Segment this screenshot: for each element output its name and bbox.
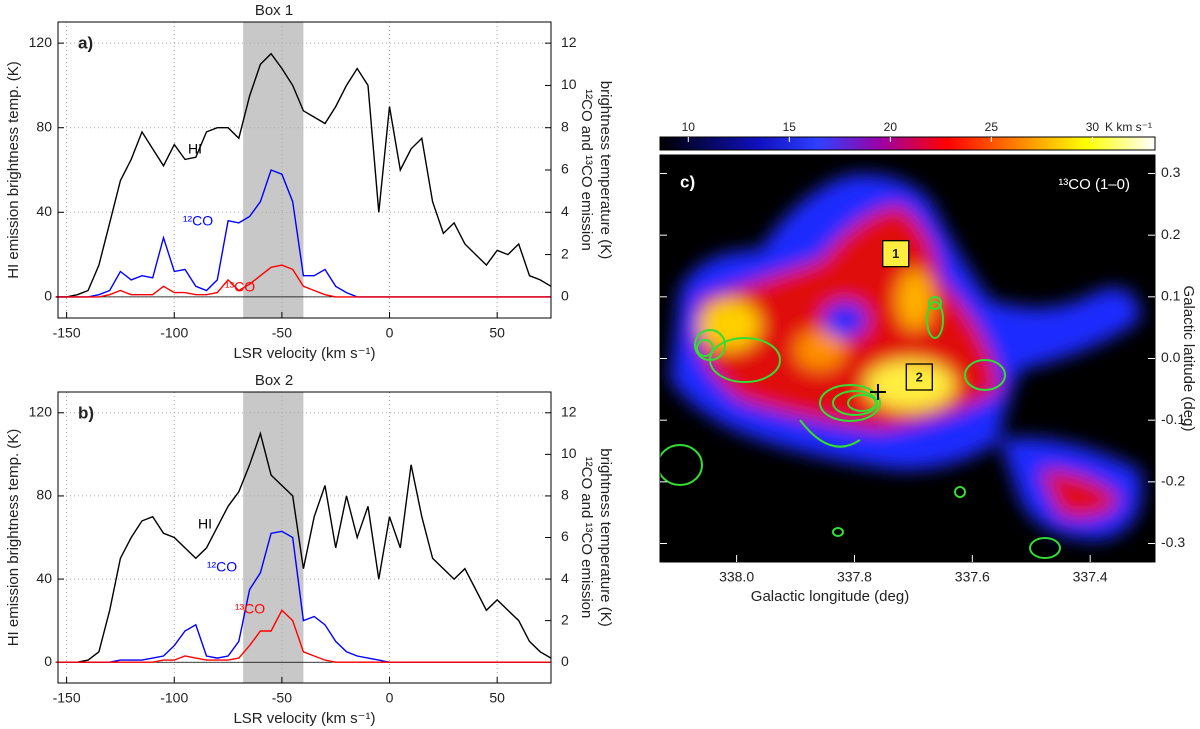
y-tick-label: 120 (29, 34, 53, 50)
y2-tick-label: 10 (561, 445, 577, 461)
panel-label: b) (78, 403, 94, 422)
box-marker-label: 2 (916, 369, 923, 384)
plot-frame (57, 391, 552, 684)
y-tick-label: -0.2 (1161, 473, 1185, 489)
shaded-range (243, 22, 304, 318)
x-axis-label: LSR velocity (km s⁻¹) (233, 345, 375, 362)
colorbar-tick-label: 20 (884, 120, 898, 134)
y2-tick-label: 4 (561, 570, 569, 586)
box-marker-label: 1 (892, 246, 899, 261)
colorbar-label: K km s⁻¹ (1105, 120, 1152, 134)
y-tick-label: -0.1 (1161, 411, 1185, 427)
map-title: ¹³CO (1–0) (1058, 176, 1130, 193)
x-axis-label: LSR velocity (km s⁻¹) (233, 710, 375, 727)
y-tick-label: 0 (44, 288, 52, 304)
shaded-range (243, 392, 304, 683)
y-tick-label: 0.2 (1161, 226, 1181, 242)
series-label: ¹³CO (235, 601, 265, 617)
y2-axis-label: ¹²CO and ¹³CO emission (578, 457, 595, 619)
y2-tick-label: 0 (561, 288, 569, 304)
y2-tick-label: 8 (561, 118, 569, 134)
x-tick-label: -150 (53, 690, 81, 706)
y-tick-label: 0.0 (1161, 349, 1181, 365)
colorbar-tick-label: 30 (1086, 120, 1100, 134)
y2-tick-label: 2 (561, 611, 569, 627)
x-tick-label: 0 (386, 690, 394, 706)
x-tick-label: 337.8 (837, 569, 872, 585)
x-tick-label: -50 (272, 690, 292, 706)
colorbar-tick-label: 25 (985, 120, 999, 134)
series-label: HI (188, 141, 202, 157)
box-marker (905, 363, 933, 391)
x-tick-label: 0 (386, 325, 394, 341)
colorbar (659, 136, 1156, 151)
x-tick-label: 338.0 (719, 569, 754, 585)
y-tick-label: 80 (36, 487, 52, 503)
panel-label: a) (78, 33, 93, 52)
y-tick-label: 120 (29, 403, 53, 419)
y2-tick-label: 0 (561, 653, 569, 669)
y2-tick-label: 2 (561, 245, 569, 261)
y2-axis-label: brightness temperature (K) (597, 81, 614, 259)
x-tick-label: 50 (489, 690, 505, 706)
y2-axis-label: ¹²CO and ¹³CO emission (578, 89, 595, 251)
y-axis-label: Galactic latitude (deg) (1180, 286, 1197, 432)
y-tick-label: -0.3 (1161, 534, 1185, 550)
series-line (55, 431, 552, 663)
y2-tick-label: 6 (561, 161, 569, 177)
x-tick-label: 50 (489, 325, 505, 341)
chart-title: Box 2 (255, 372, 293, 389)
x-tick-label: -100 (160, 690, 188, 706)
chart-title: Box 1 (255, 2, 293, 19)
y-tick-label: 0.3 (1161, 164, 1181, 180)
series-label: ¹²CO (183, 213, 213, 229)
x-axis-label: Galactic longitude (deg) (751, 588, 909, 605)
map-image (660, 155, 1155, 562)
x-tick-label: 337.4 (1073, 569, 1108, 585)
colorbar-tick-label: 15 (783, 120, 797, 134)
y-tick-label: 0.1 (1161, 288, 1181, 304)
y-tick-label: 40 (36, 203, 52, 219)
series-label: ¹³CO (225, 279, 255, 295)
y2-axis-label: brightness temperature (K) (597, 448, 614, 626)
series-line (55, 264, 551, 298)
x-tick-label: -150 (53, 325, 81, 341)
x-tick-label: -50 (272, 325, 292, 341)
x-tick-label: -100 (160, 325, 188, 341)
position-cross (870, 384, 886, 400)
panel-label: c) (680, 172, 695, 191)
colorbar-tick-label: 10 (682, 120, 696, 134)
y2-tick-label: 12 (561, 403, 577, 419)
y-tick-label: 40 (36, 570, 52, 586)
y2-tick-label: 8 (561, 487, 569, 503)
y2-tick-label: 12 (561, 34, 577, 50)
y2-tick-label: 6 (561, 528, 569, 544)
series-line (55, 52, 552, 298)
y-tick-label: 0 (44, 653, 52, 669)
y-axis-label: HI emission brightness temp. (K) (5, 429, 22, 647)
y-tick-label: 80 (36, 118, 52, 134)
y2-tick-label: 4 (561, 203, 569, 219)
series-line (55, 609, 551, 663)
y-axis-label: HI emission brightness temp. (K) (5, 61, 22, 279)
series-label: HI (198, 516, 212, 532)
series-label: ¹²CO (207, 559, 237, 575)
plot-frame (57, 21, 552, 319)
x-tick-label: 337.6 (955, 569, 990, 585)
box-marker (882, 240, 910, 268)
y2-tick-label: 10 (561, 76, 577, 92)
